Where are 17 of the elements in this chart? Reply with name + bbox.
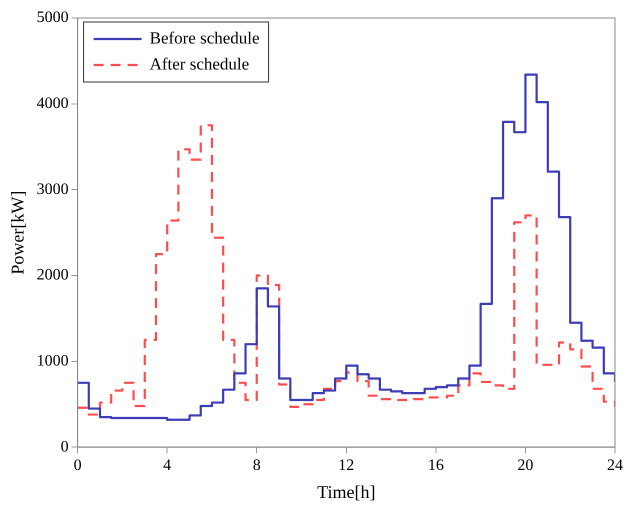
- y-tick-label: 0: [60, 438, 69, 456]
- x-tick-label: 4: [163, 457, 172, 474]
- x-tick-label: 8: [252, 457, 261, 474]
- y-tick-label: 4000: [36, 95, 69, 112]
- x-axis-title: Time[h]: [317, 482, 376, 502]
- x-tick-label: 0: [74, 457, 82, 474]
- x-tick-label: 20: [517, 457, 534, 474]
- y-tick-label: 1000: [36, 352, 69, 370]
- y-tick-label: 5000: [36, 9, 69, 26]
- y-tick-label: 2000: [36, 266, 69, 284]
- x-tick-label: 24: [607, 457, 623, 474]
- legend-label: Before schedule: [150, 28, 260, 48]
- y-axis-title: Power[kW]: [8, 190, 28, 275]
- legend-label: After schedule: [150, 54, 250, 74]
- x-tick-label: 12: [338, 457, 354, 474]
- x-tick-label: 16: [428, 457, 444, 474]
- y-tick-label: 3000: [36, 180, 69, 198]
